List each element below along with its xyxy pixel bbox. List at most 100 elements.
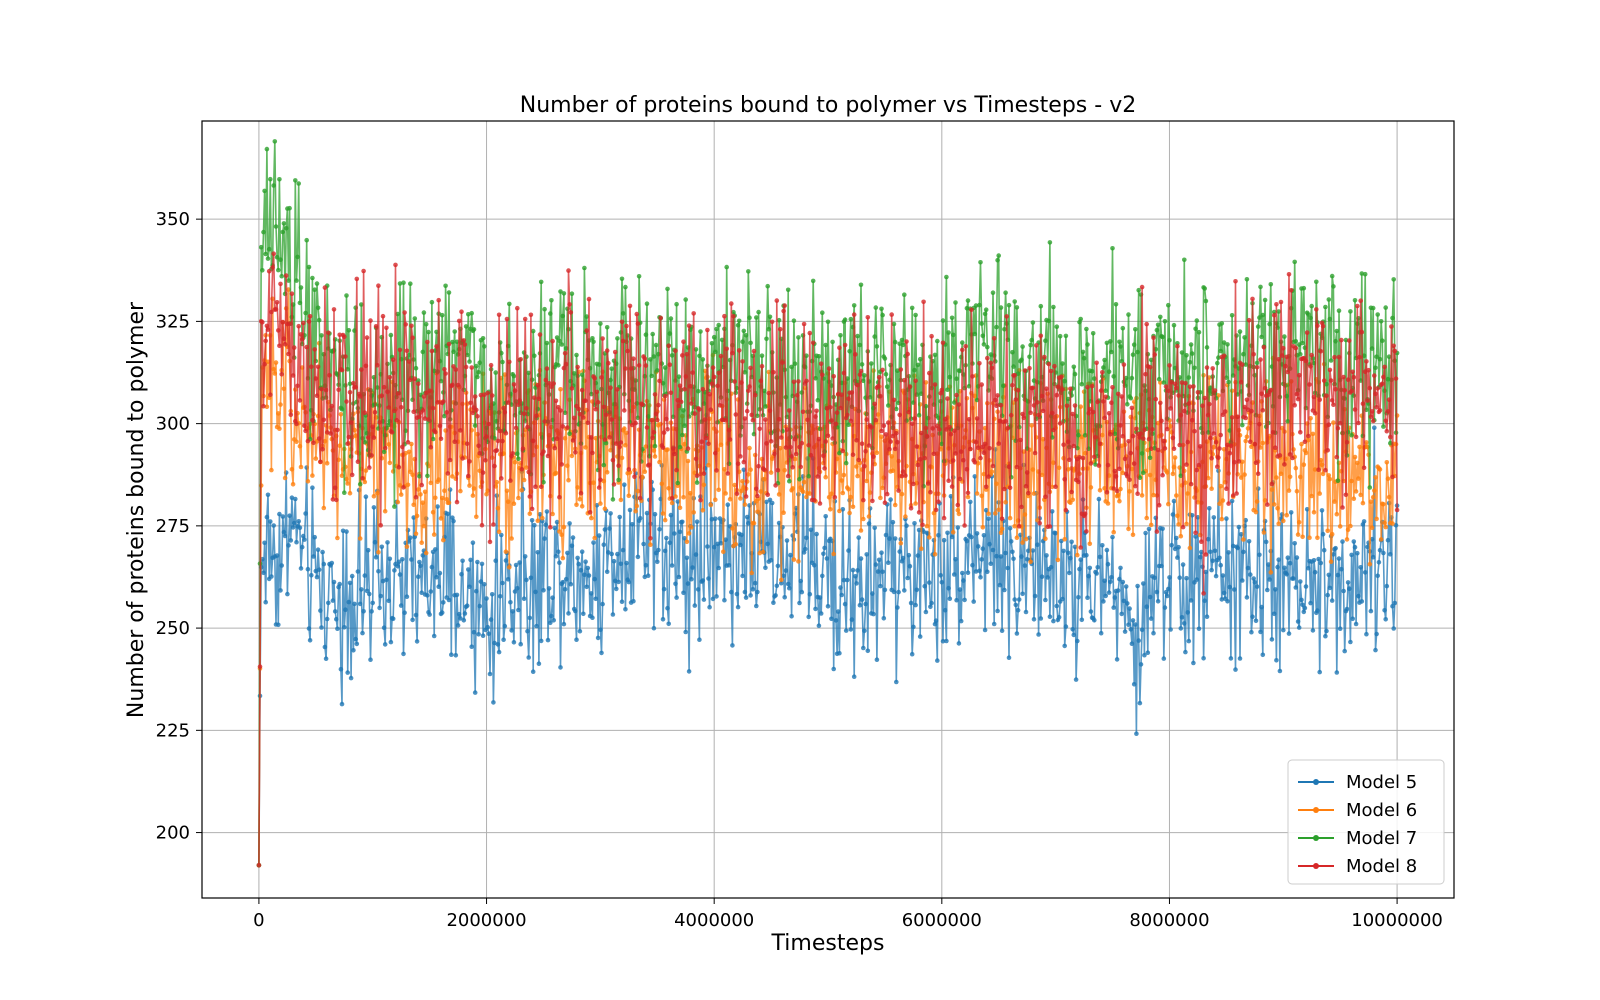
- data-point: [789, 614, 794, 619]
- data-point: [722, 597, 727, 603]
- data-point: [782, 595, 787, 600]
- data-point: [701, 597, 707, 602]
- data-point: [791, 318, 797, 324]
- data-point: [1090, 331, 1096, 336]
- data-point: [879, 306, 884, 312]
- data-point: [854, 464, 859, 469]
- data-point: [456, 318, 462, 324]
- data-point: [548, 620, 553, 626]
- data-point: [692, 603, 698, 608]
- data-point: [845, 412, 850, 418]
- data-point: [582, 572, 587, 578]
- data-point: [427, 612, 432, 617]
- data-point: [1293, 339, 1299, 344]
- data-point: [788, 444, 793, 450]
- data-point: [1373, 475, 1378, 480]
- data-point: [1344, 537, 1350, 542]
- data-point: [271, 183, 277, 188]
- data-point: [467, 483, 472, 488]
- data-point: [381, 449, 387, 455]
- data-point: [699, 439, 704, 445]
- data-point: [425, 339, 430, 345]
- data-point: [1233, 667, 1238, 672]
- data-point: [1160, 334, 1165, 340]
- data-point: [309, 573, 314, 578]
- data-point: [933, 618, 939, 623]
- data-point: [1028, 410, 1033, 416]
- data-point: [388, 639, 394, 645]
- data-point: [733, 412, 739, 417]
- data-point: [1277, 668, 1283, 674]
- data-point: [574, 352, 579, 358]
- data-point: [1204, 365, 1210, 370]
- data-point: [428, 444, 434, 450]
- data-point: [919, 430, 924, 436]
- data-point: [919, 546, 924, 551]
- data-point: [618, 440, 624, 445]
- data-point: [1031, 491, 1037, 496]
- data-point: [565, 425, 570, 430]
- data-point: [964, 467, 970, 472]
- data-point: [721, 549, 726, 555]
- data-point: [748, 593, 753, 598]
- data-point: [398, 405, 404, 410]
- data-point: [713, 516, 718, 521]
- data-point: [280, 229, 286, 235]
- data-point: [1070, 497, 1075, 503]
- data-point: [1208, 435, 1213, 441]
- data-point: [273, 307, 279, 312]
- data-point: [484, 434, 489, 439]
- data-point: [571, 371, 577, 376]
- data-point: [979, 321, 984, 326]
- data-point: [298, 566, 304, 571]
- data-point: [357, 536, 363, 541]
- data-point: [763, 404, 768, 409]
- data-point: [908, 600, 914, 606]
- data-point: [792, 361, 798, 367]
- data-point: [879, 428, 884, 434]
- data-point: [708, 502, 714, 508]
- data-point: [1292, 259, 1297, 265]
- data-point: [1128, 627, 1134, 632]
- data-point: [373, 324, 379, 329]
- data-point: [904, 523, 909, 528]
- data-point: [784, 427, 790, 432]
- data-point: [290, 482, 296, 487]
- data-point: [1362, 271, 1368, 277]
- data-point: [261, 229, 266, 235]
- data-point: [952, 400, 957, 405]
- data-point: [1236, 524, 1242, 530]
- data-point: [1321, 378, 1327, 383]
- data-point: [1012, 299, 1017, 304]
- data-point: [988, 360, 994, 366]
- data-point: [1286, 631, 1292, 636]
- data-point: [567, 431, 572, 437]
- data-point: [1375, 386, 1380, 391]
- data-point: [1065, 396, 1071, 402]
- data-point: [1320, 471, 1326, 477]
- data-point: [334, 497, 339, 503]
- data-point: [886, 420, 891, 425]
- data-point: [830, 339, 835, 345]
- data-point: [1326, 473, 1332, 478]
- data-point: [1023, 609, 1029, 615]
- data-point: [443, 283, 448, 289]
- data-point: [1037, 521, 1042, 526]
- data-point: [1194, 467, 1200, 473]
- data-point: [495, 642, 501, 647]
- data-point: [297, 525, 303, 530]
- data-point: [1161, 380, 1167, 385]
- data-point: [398, 492, 404, 497]
- data-point: [533, 589, 538, 595]
- data-point: [695, 587, 701, 592]
- data-point: [1300, 340, 1305, 346]
- data-point: [1351, 496, 1357, 502]
- data-point: [854, 438, 859, 443]
- data-point: [698, 497, 703, 503]
- data-point: [616, 579, 621, 585]
- data-point: [669, 353, 675, 358]
- data-point: [1162, 446, 1168, 451]
- data-point: [776, 492, 782, 497]
- data-point: [535, 382, 541, 388]
- data-point: [472, 394, 478, 399]
